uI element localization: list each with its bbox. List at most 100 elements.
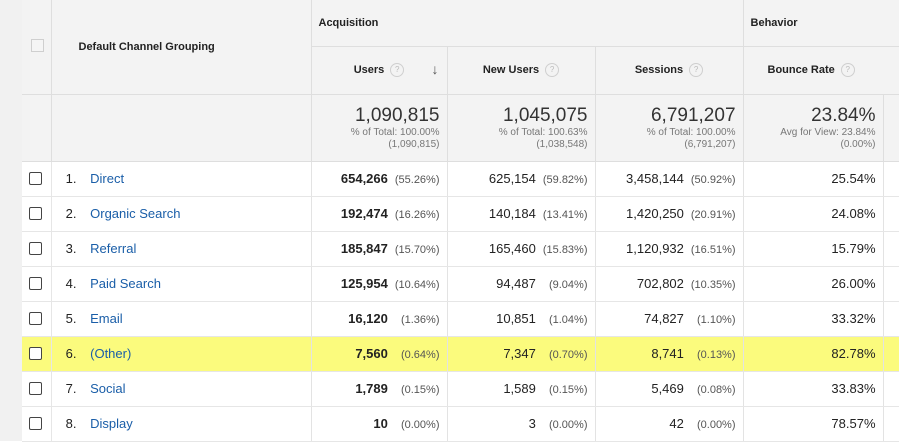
row-checkbox[interactable] xyxy=(29,172,42,185)
row-overflow-cell xyxy=(883,406,899,442)
new-users-value: 94,487 xyxy=(496,276,536,291)
row-overflow-cell xyxy=(883,336,899,372)
channel-cell: 6. (Other) xyxy=(51,336,312,372)
users-value: 185,847 xyxy=(340,241,388,256)
users-column-header[interactable]: Users ? ↓ xyxy=(311,46,448,94)
sessions-percent: (20.91%) xyxy=(690,209,736,221)
bounce-rate-column-header[interactable]: Bounce Rate ? xyxy=(743,46,899,94)
row-checkbox[interactable] xyxy=(29,207,42,220)
help-icon[interactable]: ? xyxy=(545,63,560,77)
behavior-group-header: Behavior xyxy=(743,0,899,47)
new-users-percent: (9.04%) xyxy=(548,279,588,291)
table-row: 6. (Other) 7,560 (0.64%) 7,347 (0.70%) 8… xyxy=(22,336,899,372)
dimension-header[interactable]: Default Channel Grouping xyxy=(51,0,312,94)
channel-link[interactable]: Display xyxy=(90,416,133,431)
sessions-percent: (16.51%) xyxy=(690,244,736,256)
sort-descending-icon[interactable]: ↓ xyxy=(431,60,439,77)
row-checkbox[interactable] xyxy=(29,382,42,395)
users-cell: 185,847 (15.70%) xyxy=(311,231,448,267)
channel-link[interactable]: Paid Search xyxy=(90,276,161,291)
row-checkbox[interactable] xyxy=(29,312,42,325)
bounce-rate-value: 26.00% xyxy=(831,276,876,291)
row-select-cell xyxy=(22,301,52,337)
row-select-cell xyxy=(22,161,52,197)
sessions-column-header[interactable]: Sessions ? xyxy=(595,46,744,94)
channel-link[interactable]: (Other) xyxy=(90,346,132,361)
new-users-value: 625,154 xyxy=(488,171,536,186)
sessions-percent: (1.10%) xyxy=(696,314,736,326)
users-value: 192,474 xyxy=(340,206,388,221)
totals-row: 1,090,815 % of Total: 100.00% (1,090,815… xyxy=(22,93,899,162)
new-users-cell: 7,347 (0.70%) xyxy=(447,336,596,372)
new-users-column-header[interactable]: New Users ? xyxy=(447,46,596,94)
new-users-percent: (13.41%) xyxy=(542,209,588,221)
help-icon[interactable]: ? xyxy=(840,63,855,77)
new-users-percent: (15.83%) xyxy=(542,244,588,256)
channel-link[interactable]: Organic Search xyxy=(90,206,181,221)
channel-link[interactable]: Referral xyxy=(90,241,137,256)
help-icon[interactable]: ? xyxy=(689,63,704,77)
channel-link[interactable]: Social xyxy=(90,381,126,396)
sessions-value: 1,120,932 xyxy=(626,241,684,256)
channel-link[interactable]: Direct xyxy=(90,171,125,186)
row-checkbox[interactable] xyxy=(29,347,42,360)
users-header-label: Users xyxy=(353,64,385,76)
sessions-total-share: % of Total: 100.00% xyxy=(646,126,736,138)
sessions-percent: (50.92%) xyxy=(690,174,736,186)
sessions-percent: (0.13%) xyxy=(696,349,736,361)
bounce-rate-total-avg: Avg for View: 23.84% xyxy=(780,126,876,138)
bounce-rate-cell: 26.00% xyxy=(743,266,884,302)
users-value: 10 xyxy=(373,416,388,431)
row-select-cell xyxy=(22,196,52,232)
new-users-total-share: % of Total: 100.63% xyxy=(498,126,588,138)
table-row: 7. Social 1,789 (0.15%) 1,589 (0.15%) 5,… xyxy=(22,371,899,407)
sessions-percent: (10.35%) xyxy=(690,279,736,291)
users-total-share: % of Total: 100.00% xyxy=(350,126,440,138)
report-rows: 1. Direct 654,266 (55.26%) 625,154 (59.8… xyxy=(22,161,899,442)
channel-report-table: Default Channel Grouping Acquisition Beh… xyxy=(22,0,899,442)
bounce-rate-value: 33.83% xyxy=(831,381,876,396)
users-total-cell: 1,090,815 % of Total: 100.00% (1,090,815… xyxy=(311,93,448,162)
sessions-percent: (0.00%) xyxy=(696,419,736,431)
row-rank: 7. xyxy=(65,381,77,396)
table-row: 3. Referral 185,847 (15.70%) 165,460 (15… xyxy=(22,231,899,267)
bounce-rate-value: 82.78% xyxy=(831,346,876,361)
channel-cell: 8. Display xyxy=(51,406,312,442)
new-users-total-value: 1,045,075 xyxy=(502,104,588,126)
row-overflow-cell xyxy=(883,301,899,337)
new-users-cell: 10,851 (1.04%) xyxy=(447,301,596,337)
select-all-checkbox[interactable] xyxy=(31,39,44,52)
sessions-value: 702,802 xyxy=(636,276,684,291)
new-users-cell: 165,460 (15.83%) xyxy=(447,231,596,267)
users-percent: (0.00%) xyxy=(400,419,440,431)
new-users-total-base: (1,038,548) xyxy=(536,138,588,150)
sessions-value: 1,420,250 xyxy=(626,206,684,221)
bounce-rate-value: 78.57% xyxy=(831,416,876,431)
table-row: 2. Organic Search 192,474 (16.26%) 140,1… xyxy=(22,196,899,232)
row-rank: 3. xyxy=(65,241,77,256)
users-cell: 192,474 (16.26%) xyxy=(311,196,448,232)
row-select-cell xyxy=(22,406,52,442)
bounce-rate-cell: 33.32% xyxy=(743,301,884,337)
row-checkbox[interactable] xyxy=(29,242,42,255)
sessions-header-label: Sessions xyxy=(634,64,684,76)
bounce-rate-value: 33.32% xyxy=(831,311,876,326)
row-checkbox[interactable] xyxy=(29,417,42,430)
table-row: 1. Direct 654,266 (55.26%) 625,154 (59.8… xyxy=(22,161,899,197)
users-total-value: 1,090,815 xyxy=(354,104,440,126)
row-checkbox[interactable] xyxy=(29,277,42,290)
new-users-percent: (0.70%) xyxy=(548,349,588,361)
users-cell: 1,789 (0.15%) xyxy=(311,371,448,407)
sessions-value: 8,741 xyxy=(651,346,684,361)
new-users-cell: 625,154 (59.82%) xyxy=(447,161,596,197)
users-percent: (0.15%) xyxy=(400,384,440,396)
help-icon[interactable]: ? xyxy=(390,63,405,77)
table-row: 8. Display 10 (0.00%) 3 (0.00%) 42 (0.00… xyxy=(22,406,899,442)
new-users-value: 165,460 xyxy=(488,241,536,256)
users-value: 125,954 xyxy=(340,276,388,291)
new-users-cell: 94,487 (9.04%) xyxy=(447,266,596,302)
new-users-value: 10,851 xyxy=(496,311,536,326)
channel-link[interactable]: Email xyxy=(90,311,123,326)
new-users-cell: 1,589 (0.15%) xyxy=(447,371,596,407)
